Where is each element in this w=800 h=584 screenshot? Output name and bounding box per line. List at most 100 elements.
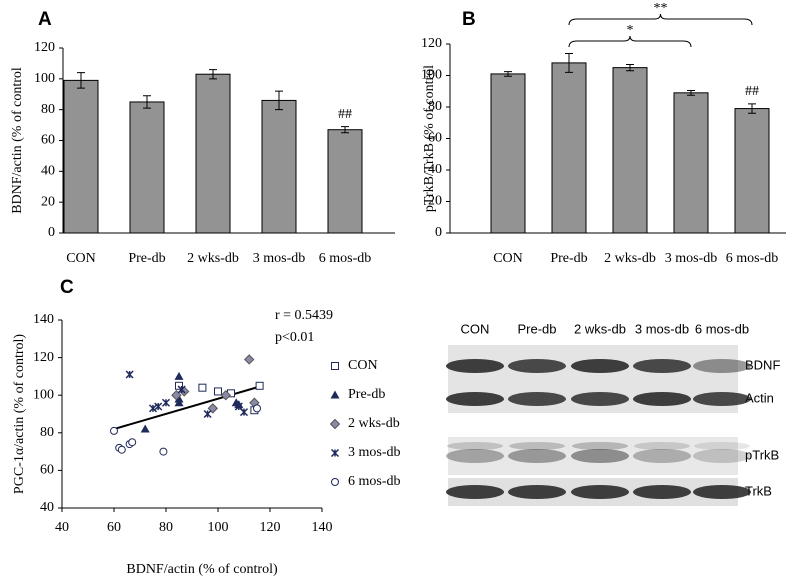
blot-row-label: pTrkB (745, 447, 779, 462)
bar (612, 67, 648, 234)
blot-band (693, 359, 751, 373)
y-axis-label: PGC-1α/actin (% of control) (12, 334, 27, 494)
legend-label: 2 wks-db (348, 416, 400, 431)
x-tick-label: 80 (159, 520, 173, 535)
y-axis-label: pTrkB/TrkB (% of control (422, 65, 437, 212)
blot-band (571, 359, 629, 373)
point (253, 404, 261, 413)
y-tick-label: 120 (421, 36, 442, 51)
blot-band (633, 449, 691, 463)
blot-column-label: CON (461, 321, 490, 336)
y-tick-label: 60 (40, 463, 54, 478)
y-tick-label: 120 (33, 350, 54, 365)
significance-bracket (568, 35, 692, 48)
y-tick-label: 40 (428, 162, 442, 177)
x-tick-label: 3 mos-db (253, 251, 306, 266)
y-tick-label: 60 (428, 131, 442, 146)
bar (734, 108, 770, 234)
legend-label: Pre-db (348, 387, 385, 402)
bar (673, 92, 709, 234)
error-bar (565, 52, 573, 73)
x-tick-label: 3 mos-db (665, 251, 718, 266)
panel-label: C (60, 277, 74, 298)
x-tick-label: 6 mos-db (319, 251, 372, 266)
x-tick-label: 2 wks-db (604, 251, 656, 266)
point (148, 404, 158, 413)
point (198, 383, 207, 392)
error-bar (504, 71, 512, 77)
blot-band (694, 442, 750, 450)
point (220, 389, 232, 401)
blot-row-label: Actin (745, 390, 774, 405)
blot-column-label: Pre-db (517, 321, 556, 336)
point (177, 385, 186, 394)
point (154, 402, 163, 411)
bar (195, 73, 231, 234)
y-tick-label: 40 (41, 164, 55, 179)
x-tick-label: 60 (107, 520, 121, 535)
blot-band (572, 442, 628, 450)
legend-marker (331, 478, 339, 486)
point (140, 424, 150, 433)
legend-marker (331, 362, 339, 370)
blot-band (571, 485, 629, 499)
blot-band (446, 485, 504, 499)
blot-band (633, 359, 691, 373)
y-tick-label: 80 (41, 102, 55, 117)
x-tick-label: 100 (208, 520, 229, 535)
error-bar (626, 63, 634, 72)
point (214, 387, 222, 396)
y-tick-label: 140 (33, 312, 54, 327)
x-tick-label: CON (493, 251, 523, 266)
y-tick-label: 60 (41, 133, 55, 148)
y-axis-label: BDNF/actin (% of control (10, 67, 25, 214)
error-bar (748, 103, 756, 114)
point (243, 354, 255, 365)
blot-band (693, 392, 751, 406)
blot-band (693, 449, 751, 463)
blot-strip (448, 437, 738, 475)
blot-band (446, 449, 504, 463)
y-tick-label: 80 (40, 425, 54, 440)
legend-marker (330, 390, 340, 399)
error-bar (687, 89, 695, 96)
blot-band (571, 392, 629, 406)
y-tick-label: 0 (435, 225, 442, 240)
y-tick-label: 120 (34, 40, 55, 55)
bar (129, 101, 165, 234)
y-tick-label: 20 (428, 194, 442, 209)
blot-row-label: BDNF (745, 357, 780, 372)
blot-band (693, 485, 751, 499)
x-tick-label: CON (66, 251, 96, 266)
panel-label: A (38, 9, 52, 30)
legend-label: 6 mos-db (348, 474, 401, 489)
point (117, 445, 126, 454)
blot-row-label: TrkB (745, 483, 772, 498)
error-bar (143, 95, 151, 109)
point (125, 370, 134, 379)
x-tick-label: 120 (260, 520, 281, 535)
bar (551, 62, 587, 234)
y-tick-label: 100 (34, 71, 55, 86)
point (128, 438, 137, 447)
point (175, 381, 183, 390)
significance-bracket (568, 13, 753, 26)
error-bar (77, 72, 85, 89)
error-bar (209, 69, 217, 80)
x-tick-label: Pre-db (128, 251, 165, 266)
annotation: r = 0.5439 (275, 308, 333, 323)
bar (490, 73, 526, 234)
point (161, 398, 171, 407)
blot-column-label: 6 mos-db (695, 321, 749, 336)
blot-band (508, 392, 566, 406)
x-axis-label: BDNF/actin (% of control) (126, 562, 278, 577)
blot-band (446, 392, 504, 406)
y-tick-label: 80 (428, 99, 442, 114)
point (255, 381, 264, 390)
legend-label: CON (348, 358, 378, 373)
y-tick-label: 20 (41, 194, 55, 209)
x-tick-label: 2 wks-db (187, 251, 239, 266)
point (174, 394, 184, 403)
